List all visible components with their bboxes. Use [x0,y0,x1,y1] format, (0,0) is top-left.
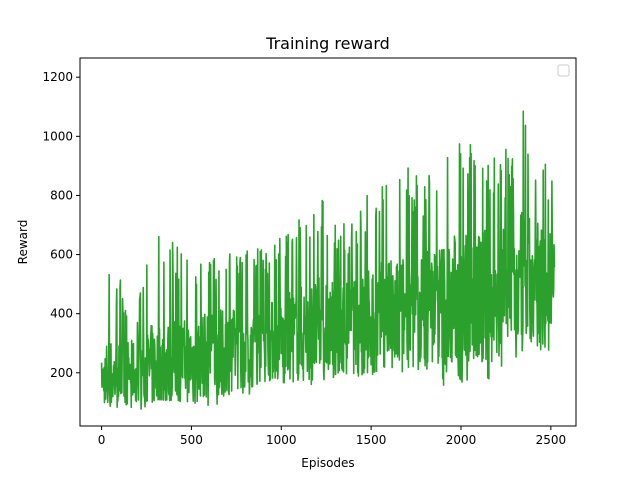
y-tick-label: 400 [50,307,73,321]
y-axis: 200 400 600 800 1000 1200 [42,70,80,380]
y-tick-label: 800 [50,188,73,202]
series-layer [100,110,556,410]
x-axis: 0 500 1000 1500 2000 2500 [98,426,566,447]
x-tick-label: 1000 [266,433,297,447]
x-tick-label: 500 [180,433,203,447]
empty-legend-box [557,64,570,77]
reward-series-line [100,110,556,410]
chart-title: Training reward [265,34,390,53]
y-tick-label: 1200 [42,70,73,84]
y-axis-label: Reward [16,220,30,265]
y-tick-label: 200 [50,366,73,380]
x-tick-label: 2500 [536,433,567,447]
plot-area [79,57,577,427]
x-tick-label: 0 [98,433,106,447]
x-tick-label: 2000 [446,433,477,447]
x-tick-label: 1500 [356,433,387,447]
y-tick-label: 600 [50,248,73,262]
y-tick-label: 1000 [42,129,73,143]
plot-frame [79,57,577,427]
x-axis-label: Episodes [301,456,354,470]
